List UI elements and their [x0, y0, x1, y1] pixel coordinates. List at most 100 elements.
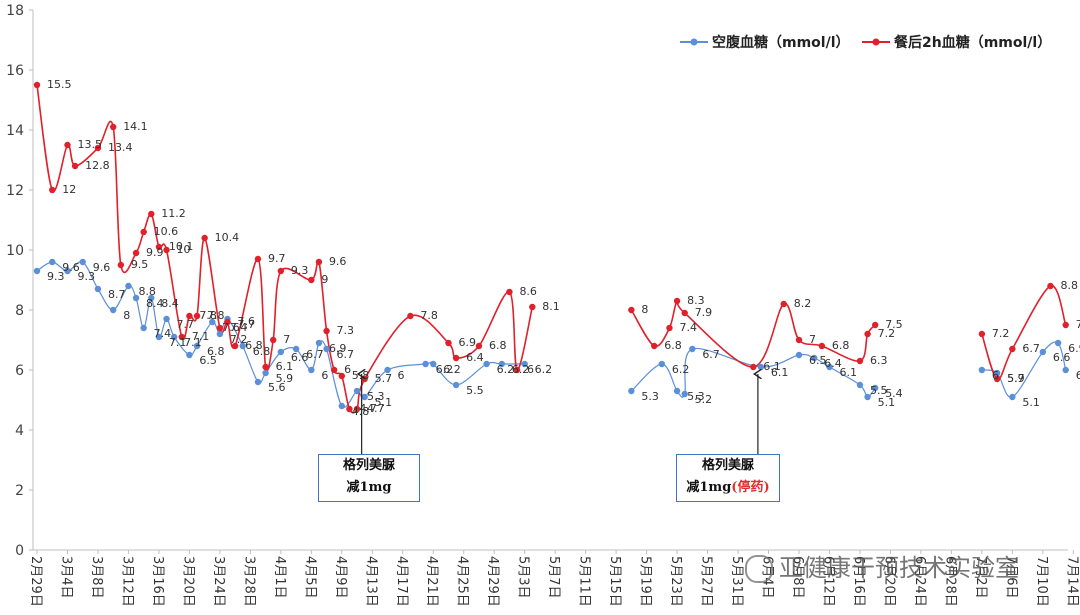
fasting-data-point	[338, 402, 345, 410]
postmeal-data-label: 9	[321, 273, 328, 286]
x-tick-label: 4月13日	[363, 556, 378, 607]
x-tick-label: 2月29日	[28, 556, 43, 607]
postmeal-data-label: 12	[62, 183, 76, 196]
fasting-data-point	[132, 294, 140, 302]
fasting-data-point	[521, 360, 528, 368]
postmeal-data-point	[407, 312, 414, 320]
annotation-2-line1: 格列美脲	[701, 458, 754, 473]
postmeal-data-point	[445, 339, 452, 347]
fasting-data-point	[353, 387, 361, 395]
x-tick-label: 5月19日	[638, 556, 653, 607]
postmeal-data-label: 4.7	[367, 402, 385, 415]
x-tick-label: 3月16日	[150, 556, 165, 607]
fasting-data-point	[658, 360, 666, 368]
postmeal-data-point	[666, 324, 673, 332]
postmeal-data-label: 7.5	[885, 318, 903, 331]
fasting-data-point	[430, 360, 437, 368]
postmeal-data-label: 13.4	[108, 141, 132, 154]
postmeal-data-label: 9.5	[131, 258, 149, 271]
fasting-data-label: 6.6	[1053, 351, 1071, 364]
fasting-data-label: 5.9	[276, 372, 294, 385]
fasting-data-label: 5.1	[1022, 396, 1040, 409]
postmeal-data-label: 6.8	[489, 339, 507, 352]
postmeal-data-point	[1062, 321, 1069, 329]
legend-postmeal-label: 餐后2h血糖（mmol/l）	[893, 34, 1051, 51]
fasting-data-point	[209, 318, 216, 326]
fasting-data-point	[186, 351, 193, 359]
y-tick-label: 8	[15, 303, 24, 319]
fasting-data-point	[628, 387, 635, 395]
postmeal-data-label: 7.8	[199, 309, 217, 322]
postmeal-data-label: 7.3	[337, 324, 355, 337]
postmeal-data-point	[140, 228, 147, 236]
fasting-data-point	[993, 369, 1001, 377]
postmeal-data-point	[224, 318, 231, 326]
postmeal-data-label: 6	[344, 363, 351, 376]
fasting-data-label: 6.7	[337, 348, 355, 361]
x-tick-label: 3月24日	[211, 556, 226, 607]
x-tick-label: 5月3日	[516, 556, 531, 599]
postmeal-data-point	[856, 357, 864, 365]
chart-data-labels: 9.39.69.39.68.788.88.47.48.47.17.77.16.5…	[47, 78, 1080, 418]
fasting-data-point	[795, 351, 803, 359]
postmeal-data-point	[795, 336, 803, 344]
x-tick-label: 4月9日	[333, 556, 348, 599]
fasting-data-point	[483, 360, 490, 368]
postmeal-data-label: 6.8	[664, 339, 682, 352]
postmeal-data-point	[529, 303, 536, 311]
fasting-data-point	[826, 363, 833, 371]
postmeal-data-label: 4.7	[359, 402, 377, 415]
postmeal-data-point	[338, 372, 345, 380]
fasting-data-label: 7.7	[238, 318, 256, 331]
postmeal-data-point	[148, 210, 155, 218]
postmeal-data-point	[864, 330, 871, 338]
fasting-data-point	[33, 267, 41, 275]
postmeal-data-label: 6.8	[245, 339, 263, 352]
postmeal-data-point	[254, 255, 262, 263]
fasting-data-label: 7.1	[169, 336, 187, 349]
fasting-data-point	[64, 267, 71, 275]
postmeal-data-point	[1047, 282, 1054, 290]
x-tick-label: 3月20日	[180, 556, 195, 607]
fasting-data-point	[239, 342, 246, 350]
y-tick-label: 4	[15, 423, 24, 439]
postmeal-data-label: 13.5	[77, 138, 102, 151]
postmeal-data-point	[262, 363, 269, 371]
fasting-data-point	[811, 354, 818, 362]
postmeal-data-label: 7	[809, 333, 816, 346]
fasting-data-point	[308, 366, 315, 374]
postmeal-data-label: 8.2	[794, 297, 812, 310]
fasting-data-label: 6.7	[306, 348, 324, 361]
fasting-data-label: 7.4	[154, 327, 172, 340]
y-tick-label: 10	[6, 243, 24, 259]
x-tick-label: 7月14日	[1064, 556, 1079, 607]
y-tick-label: 16	[6, 63, 24, 79]
postmeal-data-point	[780, 300, 787, 308]
fasting-data-point	[170, 333, 178, 341]
fasting-data-label: 6.1	[839, 366, 857, 379]
fasting-data-label: 8	[123, 309, 130, 322]
postmeal-data-point	[978, 330, 986, 338]
x-tick-label: 6月12日	[820, 556, 835, 607]
fasting-data-label: 6.2	[443, 363, 461, 376]
fasting-data-label: 5.3	[687, 390, 705, 403]
x-tick-label: 4月17日	[394, 556, 409, 607]
postmeal-data-point	[110, 123, 117, 131]
fasting-data-label: 7.2	[230, 333, 248, 346]
x-tick-label: 5月15日	[607, 556, 622, 607]
fasting-data-label: 6.7	[702, 348, 720, 361]
postmeal-data-label: 7	[283, 333, 290, 346]
fasting-data-label: 6.6	[291, 351, 309, 364]
postmeal-data-label: 15.5	[47, 78, 72, 91]
postmeal-data-point	[117, 261, 125, 269]
postmeal-data-label: 11.2	[161, 207, 186, 220]
postmeal-data-point	[506, 288, 513, 296]
annotation-callout-1: 格列美脲 减1mg	[318, 454, 420, 502]
fasting-data-point	[277, 348, 285, 356]
postmeal-data-point	[681, 309, 688, 317]
fasting-data-point	[323, 345, 330, 353]
x-tick-label: 5月11日	[577, 556, 592, 607]
postmeal-data-point	[628, 306, 635, 314]
fasting-data-point	[1039, 348, 1047, 356]
fasting-data-label: 6.2	[512, 363, 530, 376]
